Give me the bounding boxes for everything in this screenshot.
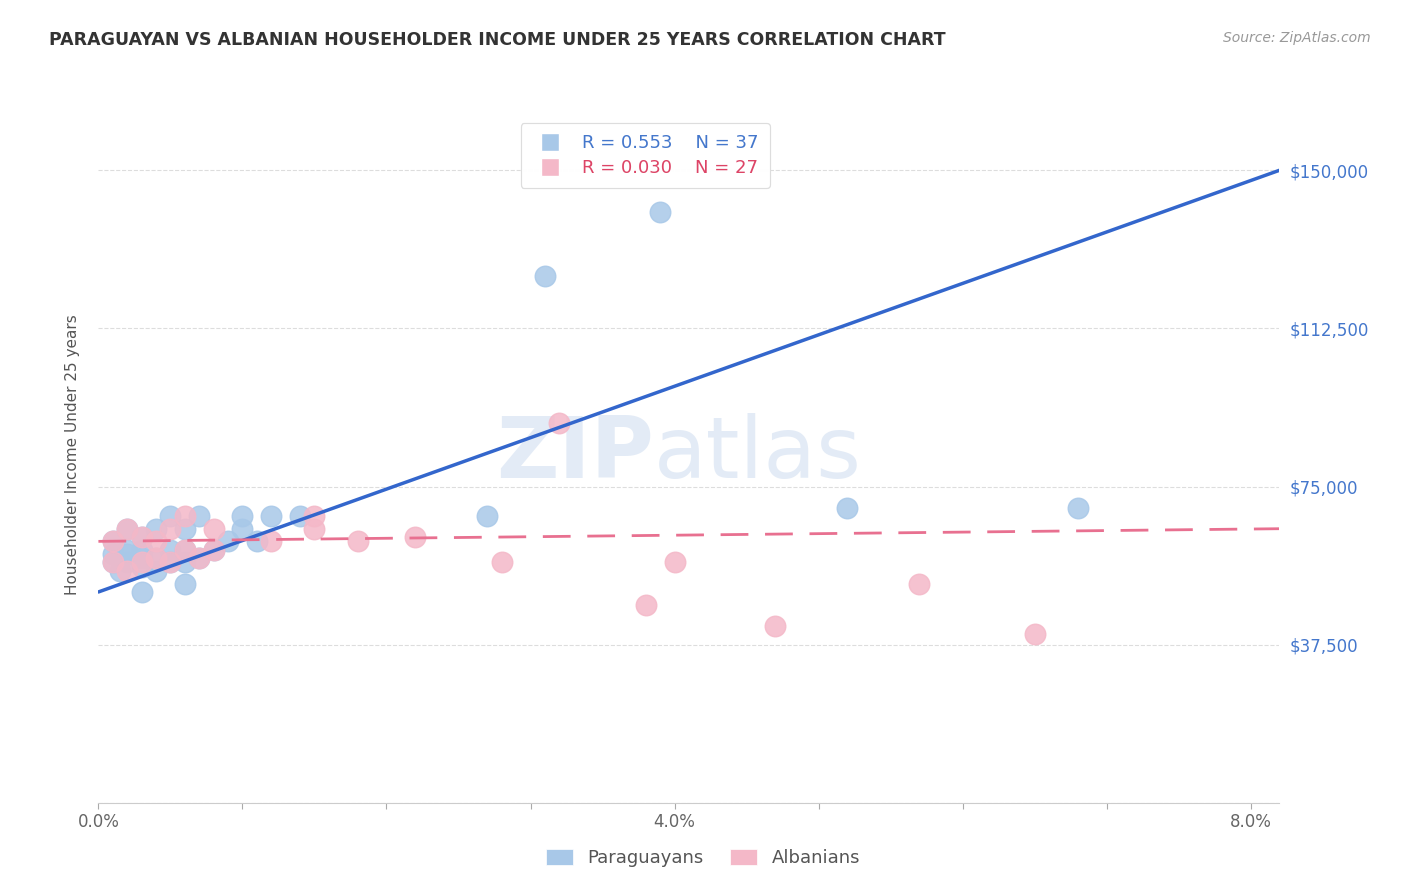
Point (231, 522, 253, 536)
Point (664, 556, 686, 570)
Point (131, 530, 153, 544)
Point (159, 522, 181, 536)
Point (1067, 500, 1090, 515)
Point (548, 417, 571, 431)
Point (131, 551, 153, 566)
Point (131, 530, 153, 544)
Y-axis label: Householder Income Under 25 years: Householder Income Under 25 years (65, 315, 80, 595)
Point (1024, 627, 1046, 641)
Point (115, 556, 138, 570)
Point (202, 542, 225, 557)
Point (477, 509, 499, 524)
Point (145, 551, 167, 566)
Point (131, 542, 153, 557)
Point (101, 534, 124, 549)
Point (115, 547, 138, 561)
Text: PARAGUAYAN VS ALBANIAN HOUSEHOLDER INCOME UNDER 25 YEARS CORRELATION CHART: PARAGUAYAN VS ALBANIAN HOUSEHOLDER INCOM… (49, 31, 946, 49)
Point (288, 509, 311, 524)
Point (145, 534, 167, 549)
Point (634, 598, 657, 612)
Point (304, 509, 326, 524)
Point (534, 268, 557, 283)
Point (837, 500, 859, 515)
Point (173, 576, 195, 591)
Point (173, 556, 195, 570)
Point (173, 542, 195, 557)
Point (101, 534, 124, 549)
Point (101, 556, 124, 570)
Point (159, 542, 181, 557)
Point (173, 522, 195, 536)
Point (131, 585, 153, 599)
Point (650, 205, 672, 219)
Point (491, 556, 513, 570)
Point (346, 534, 368, 549)
Point (260, 509, 283, 524)
Point (145, 522, 167, 536)
Point (246, 534, 269, 549)
Point (173, 509, 195, 524)
Legend: R = 0.553    N = 37, R = 0.030    N = 27: R = 0.553 N = 37, R = 0.030 N = 27 (520, 123, 769, 188)
Point (131, 559, 153, 574)
Point (260, 534, 283, 549)
Point (115, 522, 138, 536)
Point (101, 547, 124, 561)
Point (188, 509, 211, 524)
Point (159, 556, 181, 570)
Point (115, 542, 138, 557)
Point (108, 564, 131, 578)
Point (145, 551, 167, 566)
Point (404, 530, 426, 544)
Point (145, 564, 167, 578)
Point (202, 542, 225, 557)
Point (115, 522, 138, 536)
Point (131, 556, 153, 570)
Point (173, 542, 195, 557)
Point (217, 534, 239, 549)
Point (763, 618, 786, 632)
Point (159, 556, 181, 570)
Point (304, 522, 326, 536)
Point (188, 551, 211, 566)
Legend: Paraguayans, Albanians: Paraguayans, Albanians (538, 841, 868, 874)
Text: Source: ZipAtlas.com: Source: ZipAtlas.com (1223, 31, 1371, 45)
Point (908, 576, 931, 591)
Point (202, 522, 225, 536)
Point (159, 509, 181, 524)
Point (188, 551, 211, 566)
Point (115, 564, 138, 578)
Point (231, 509, 253, 524)
Point (101, 556, 124, 570)
Text: atlas: atlas (654, 413, 862, 497)
Text: ZIP: ZIP (496, 413, 654, 497)
